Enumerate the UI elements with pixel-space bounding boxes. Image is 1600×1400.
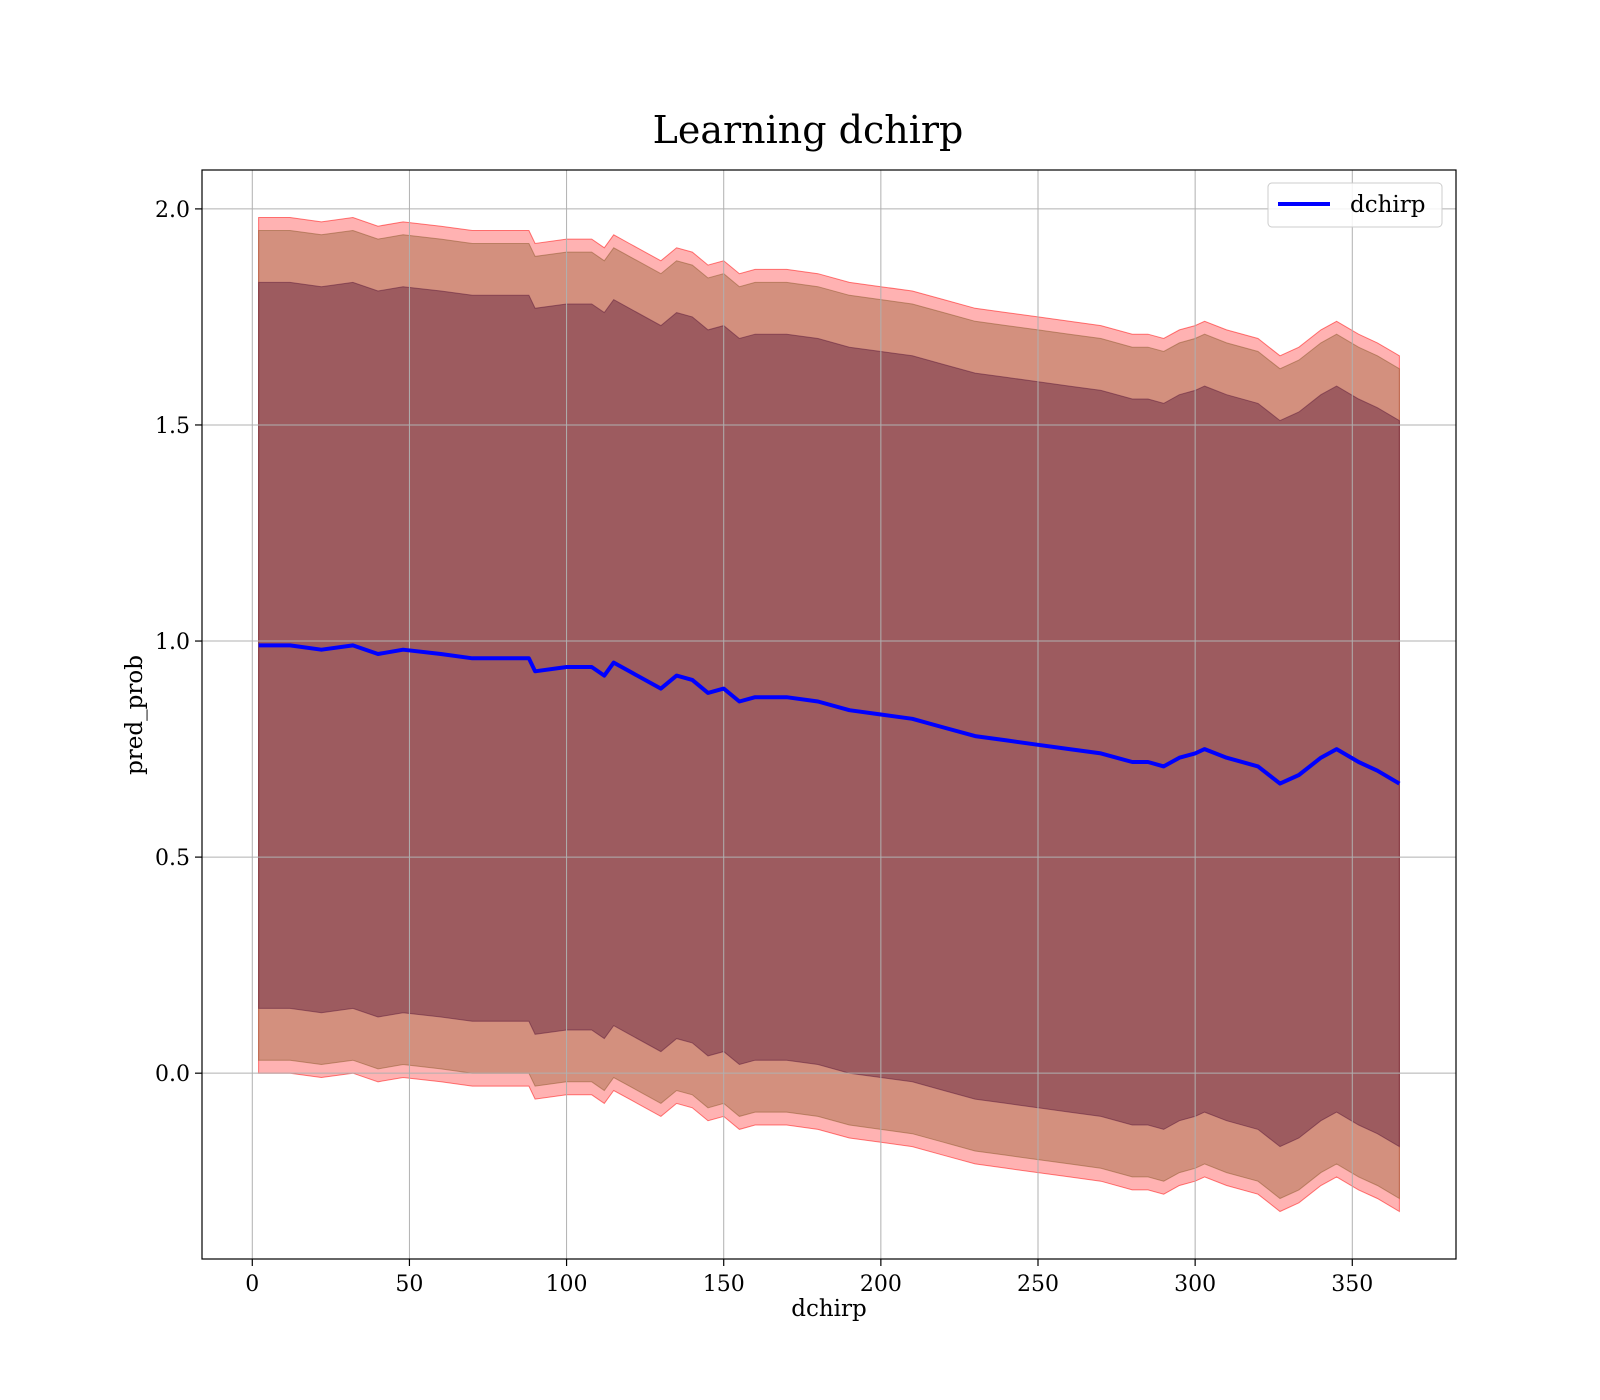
x-tick-label: 300 [1174,1272,1216,1297]
x-tick-label: 200 [860,1272,902,1297]
plot-frame [201,169,1457,1260]
x-axis: 0 50 100 150 200 250 300 350 [245,1259,1373,1297]
confidence-band-2 [258,229,1400,1200]
confidence-bands [258,216,1400,1213]
legend-label-dchirp: dchirp [1350,192,1426,218]
series-lines [258,643,1401,786]
y-tick-label: 1.0 [155,630,190,655]
x-axis-label: dchirp [791,1296,867,1322]
y-tick-label: 1.5 [155,414,190,439]
x-tick-label: 100 [546,1272,588,1297]
x-tick-label: 350 [1331,1272,1373,1297]
series-line-dchirp [258,643,1401,786]
y-tick-label: 0.0 [155,1062,190,1087]
x-tick-label: 0 [245,1272,259,1297]
y-axis: 0.0 0.5 1.0 1.5 2.0 [155,198,202,1087]
confidence-band-1 [258,216,1400,1213]
y-tick-label: 2.0 [155,198,190,223]
y-tick-label: 0.5 [155,846,190,871]
confidence-band-3 [258,281,1400,1148]
y-axis-label: pred_prob [122,655,148,775]
legend-box [1267,182,1443,228]
x-tick-label: 150 [703,1272,745,1297]
chart-title: Learning dchirp [653,108,964,152]
legend: dchirp [1267,182,1443,228]
x-tick-label: 50 [395,1272,423,1297]
x-tick-label: 250 [1017,1272,1059,1297]
